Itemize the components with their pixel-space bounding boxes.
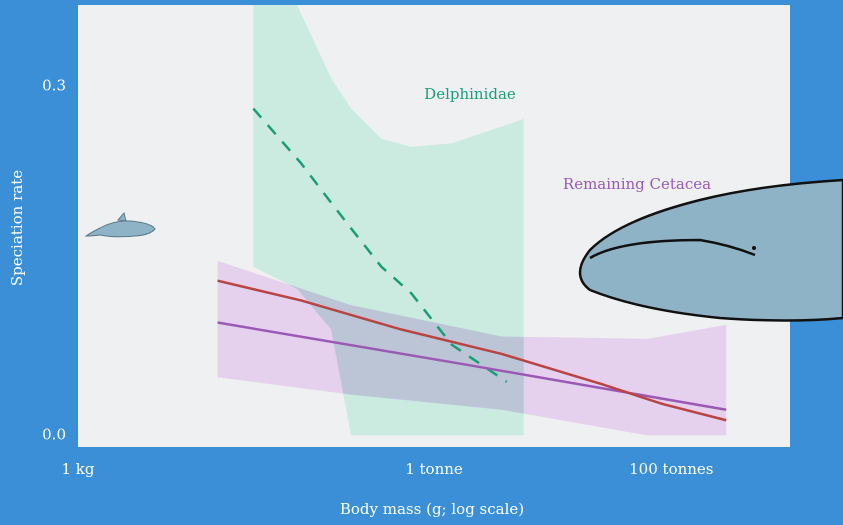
x-tick-label: 100 tonnes <box>629 460 713 478</box>
bands <box>217 5 727 436</box>
series-annotation: Delphinidae <box>424 85 516 103</box>
lines <box>217 107 727 422</box>
small-whale-icon <box>84 211 156 238</box>
large-whale-icon <box>578 178 843 322</box>
y-tick-label: 0.3 <box>42 76 66 94</box>
confidence-band <box>217 260 727 436</box>
series-line <box>217 279 727 422</box>
x-tick-label: 1 kg <box>61 460 94 478</box>
y-tick-label: 0.0 <box>42 425 66 443</box>
series-annotation: Remaining Cetacea <box>563 175 711 193</box>
y-axis-label: Speciation rate <box>8 170 26 286</box>
x-axis-label: Body mass (g; log scale) <box>340 500 524 518</box>
series-line <box>217 321 727 412</box>
series-line <box>252 107 508 383</box>
x-tick-label: 1 tonne <box>405 460 463 478</box>
